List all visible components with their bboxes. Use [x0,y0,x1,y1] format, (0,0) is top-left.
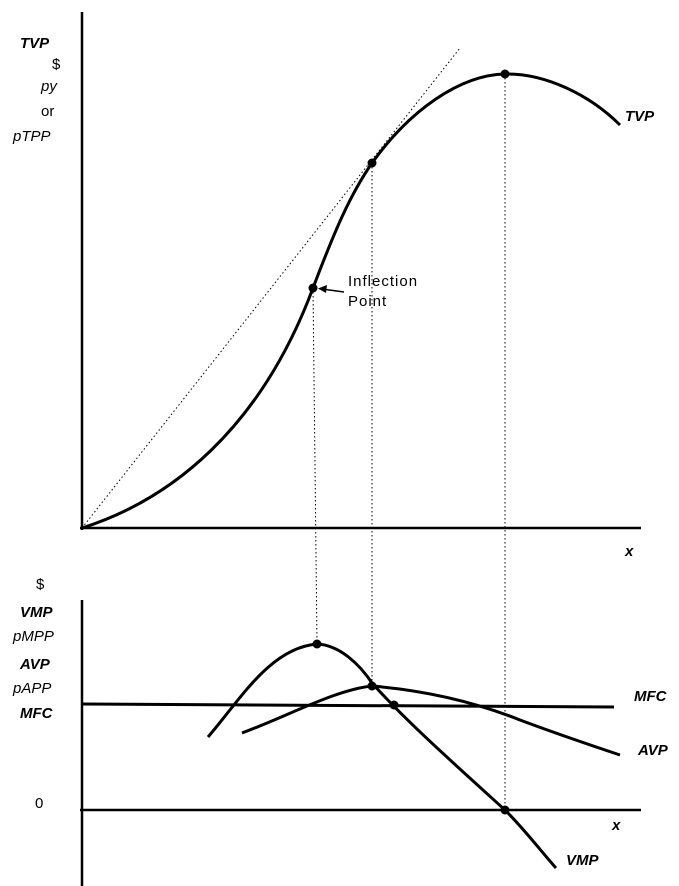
inflection-guide-line [312,287,318,645]
bottom-y-label-mfc: MFC [20,705,54,722]
bottom-y-label-vmp: VMP [20,604,54,621]
tangent-ray [81,47,461,529]
max-vmp-point-marker [312,639,322,649]
bottom-y-label-pmpp: pMPP [12,628,54,645]
vmp-curve [206,642,558,869]
bottom-x-label: x [611,817,621,834]
top-y-label-or: or [41,103,54,120]
top-y-label-py: py [40,78,58,95]
bottom-panel: $ VMP pMPP AVP pAPP MFC 0 x MFC AVP VMP [12,576,669,886]
tvp-curve [81,72,622,530]
bottom-y-label-papp: pAPP [12,680,51,697]
inflection-label-line2: Point [348,293,387,310]
inflection-arrow-head [318,285,327,293]
max-avp-point-marker [367,681,377,691]
top-y-label-ptpp: pTPP [12,128,51,145]
mfc-curve-label: MFC [634,688,668,705]
top-y-label-dollar: $ [52,56,61,73]
vmp-curve-label: VMP [566,852,600,869]
bottom-y-label-dollar: $ [36,576,45,593]
mfc-line [81,702,615,709]
avp-curve [241,684,621,757]
tangency-point-marker [367,158,377,168]
tvp-curve-label: TVP [625,108,655,125]
top-x-label: x [624,543,634,560]
vmp-zero-point-marker [500,805,510,815]
inflection-point-marker [308,283,318,293]
vmp-mfc-intersection-marker [389,700,399,710]
top-panel: TVP $ py or pTPP x TVP Inflection Point [12,12,655,810]
inflection-label-line1: Inflection [348,273,418,290]
max-tvp-point-marker [500,69,510,79]
bottom-y-label-zero: 0 [35,795,43,812]
avp-curve-label: AVP [637,742,669,759]
top-y-label-tvp: TVP [20,35,50,52]
bottom-y-label-avp: AVP [19,656,51,673]
